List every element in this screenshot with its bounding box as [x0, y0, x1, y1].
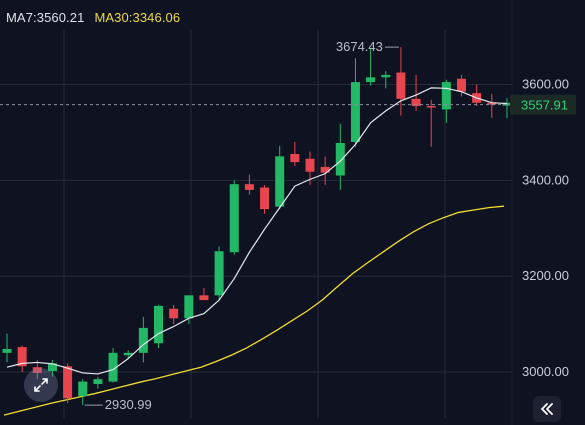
labels-group: 3600.00 3400.00 3200.00 3000.00 3557.91 3674.… [0, 39, 576, 412]
y-tick-label: 3000.00 [522, 364, 569, 379]
candle [350, 58, 360, 147]
y-tick-label: 3400.00 [522, 172, 569, 187]
candle [184, 295, 194, 325]
candle-body [2, 349, 12, 353]
candle-body [350, 82, 360, 142]
candle [2, 333, 12, 363]
grid-lines [0, 0, 513, 425]
y-tick-label: 3200.00 [522, 268, 569, 283]
candle-body [169, 308, 179, 319]
candle-body [244, 184, 254, 190]
candle-body [487, 102, 497, 105]
candle-body [305, 158, 315, 172]
candle-body [229, 184, 239, 253]
current-price-label: 3557.91 [521, 98, 568, 113]
candle [93, 376, 103, 389]
candle-body [426, 106, 436, 108]
candle-body [502, 102, 512, 106]
ma-legend: MA7:3560.21 MA30:3346.06 [6, 10, 180, 25]
candle [260, 185, 270, 214]
ma7-line [6, 87, 507, 375]
candle-body [335, 142, 345, 176]
candle [214, 246, 224, 301]
candle [138, 316, 148, 363]
candle-body [214, 251, 224, 296]
candle-body [441, 82, 451, 110]
candle-body [32, 367, 42, 373]
ma30-legend-label: MA30:3346.06 [94, 10, 181, 25]
candle [229, 180, 239, 255]
min-price-label: 2930.99 [105, 397, 152, 412]
ma30-line-group [3, 205, 505, 416]
candle-body [320, 166, 330, 173]
candle [17, 345, 27, 372]
double-chevron-left-icon [541, 403, 553, 415]
candle-body [17, 347, 27, 367]
ma7-line-group [6, 87, 507, 375]
candle [396, 47, 406, 116]
candle [457, 74, 466, 97]
candle-body [184, 295, 194, 319]
candle [366, 48, 376, 86]
candle [335, 123, 345, 190]
candle-body [457, 78, 466, 92]
candle [472, 84, 482, 107]
candle [441, 79, 451, 123]
candle-body [63, 366, 73, 399]
candle [320, 156, 330, 186]
candle [47, 360, 57, 377]
y-tick-label: 3600.00 [522, 77, 569, 92]
reset-view-button[interactable] [24, 368, 58, 402]
candle-body [108, 352, 118, 382]
candle-body [290, 153, 300, 163]
candle [32, 360, 42, 380]
candle-body [366, 77, 376, 83]
candle [502, 97, 512, 119]
candle [154, 304, 163, 349]
candle-body [275, 156, 285, 207]
candle [63, 363, 73, 404]
candle-body [138, 327, 148, 353]
candle-body [154, 305, 163, 344]
candle-body [47, 363, 57, 372]
candle-body [78, 381, 88, 396]
candle-body [260, 187, 270, 210]
current-price-tag [510, 94, 576, 115]
candle-body [396, 72, 406, 99]
ma7-legend-label: MA7:3560.21 [6, 10, 85, 25]
candle-body [123, 352, 133, 356]
candle [169, 304, 179, 325]
candle-body [199, 295, 209, 301]
candle [275, 145, 285, 210]
expand-arrows-icon [34, 378, 48, 392]
max-price-label: 3674.43 [336, 39, 383, 54]
candle-body [381, 74, 391, 78]
candles-group [2, 47, 512, 406]
candle [78, 379, 88, 406]
candle [290, 142, 300, 166]
candle [199, 288, 209, 301]
candle [244, 174, 254, 195]
candle [108, 348, 118, 383]
candle [123, 350, 133, 359]
candle-body [93, 379, 103, 384]
scroll-to-start-button[interactable] [533, 396, 561, 422]
candle [426, 99, 436, 147]
ma30-line [3, 205, 505, 416]
candle [487, 94, 497, 119]
candle [381, 71, 391, 89]
candle-body [411, 98, 421, 107]
